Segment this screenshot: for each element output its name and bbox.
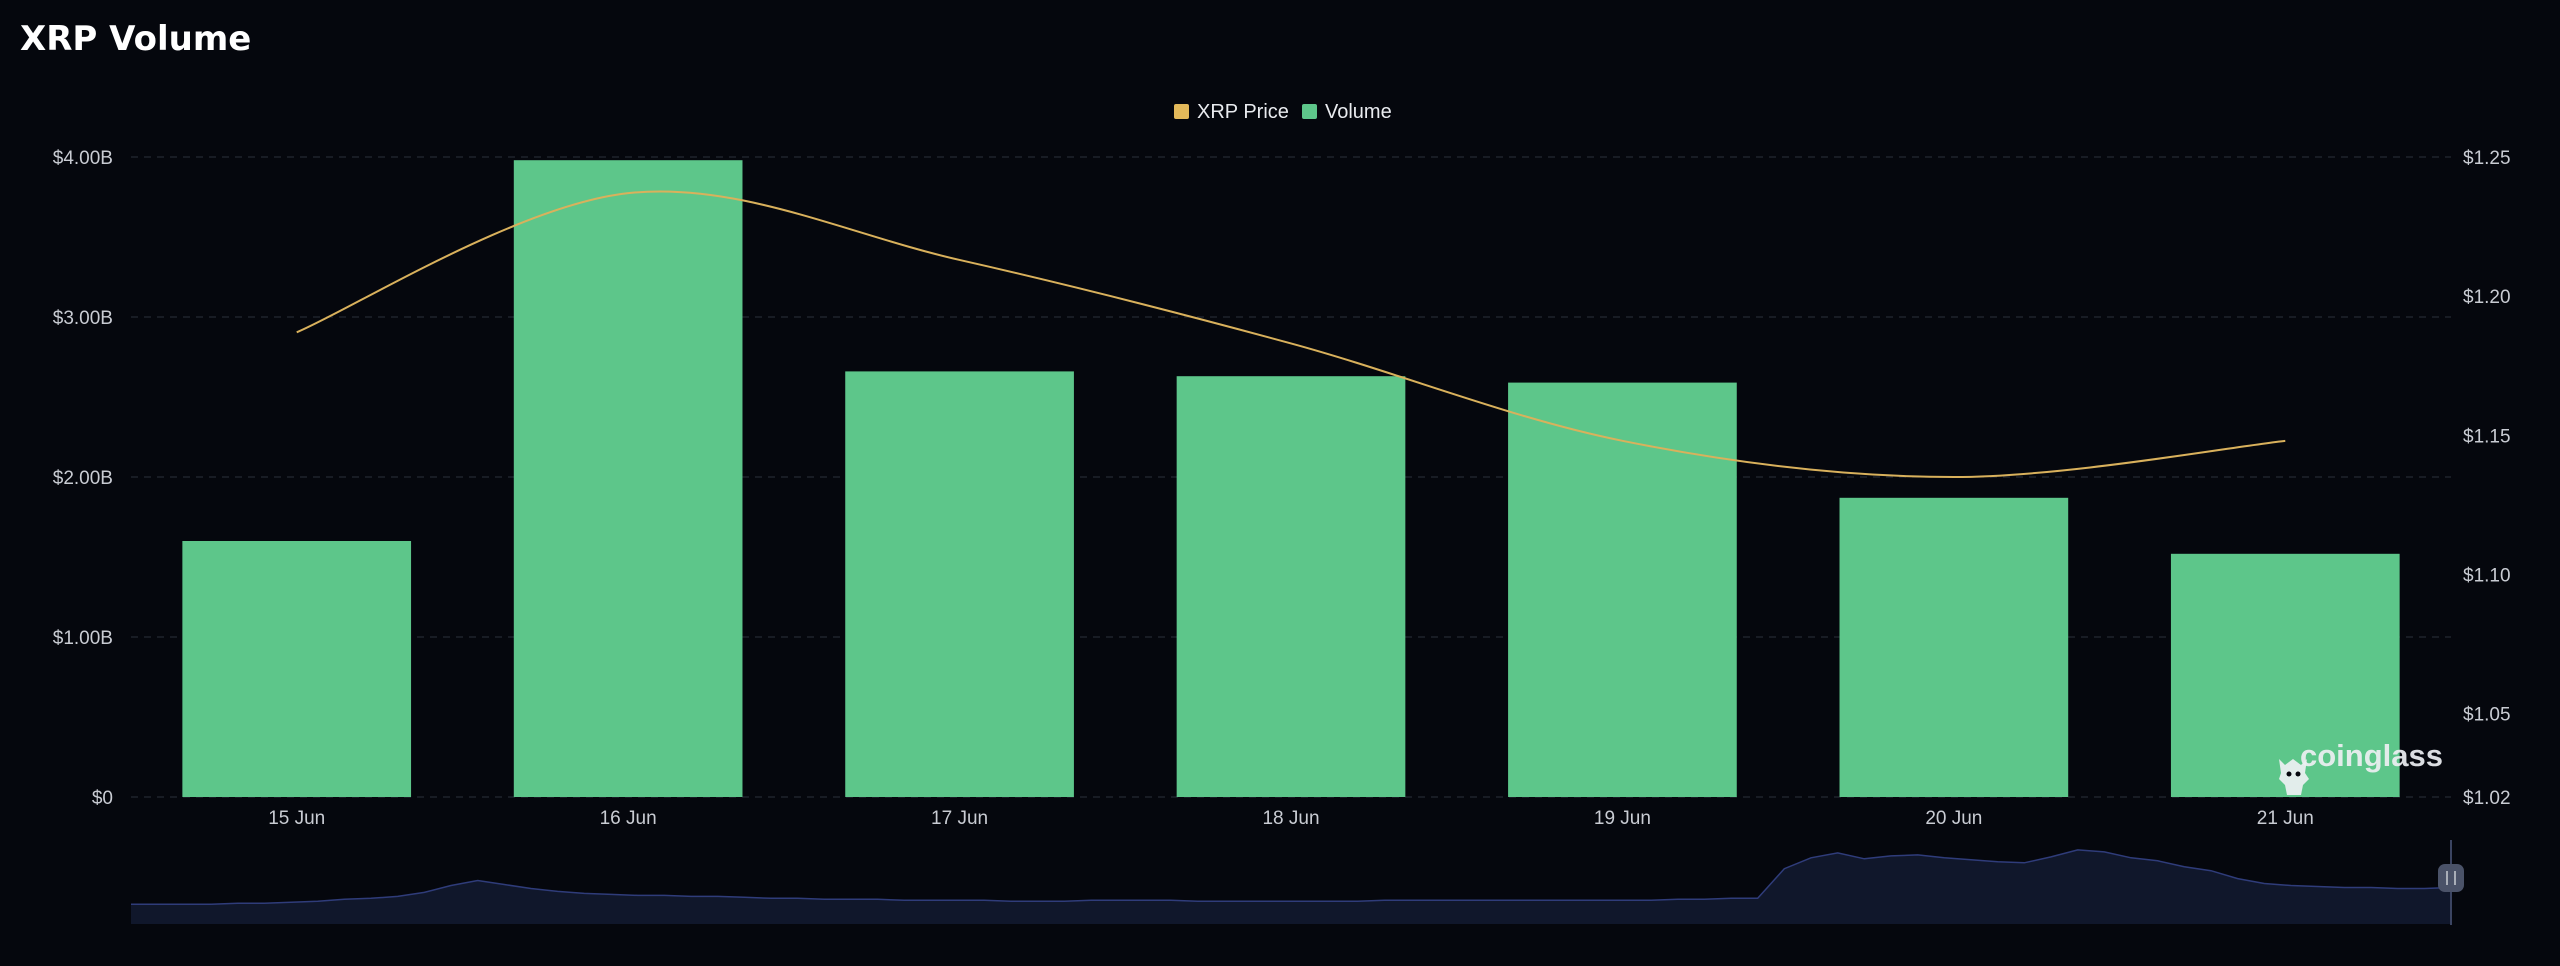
- volume-bar[interactable]: [182, 541, 412, 797]
- right-axis-tick-label: $1.10: [2463, 565, 2511, 586]
- chart-title: XRP Volume: [20, 19, 251, 59]
- legend-label-xrp-price: XRP Price: [1197, 101, 1289, 123]
- right-y-axis: $1.02 $1.05 $1.10 $1.15 $1.20 $1.25: [2463, 148, 2511, 809]
- volume-bar[interactable]: [1508, 382, 1737, 797]
- range-navigator[interactable]: [131, 840, 2464, 925]
- legend[interactable]: XRP Price Volume: [1174, 101, 1392, 123]
- right-axis-tick-label: $1.02: [2463, 788, 2511, 809]
- navigator-right-handle[interactable]: [2438, 840, 2464, 925]
- left-axis-tick-label: $2.00B: [53, 468, 113, 489]
- x-axis-tick-label: 16 Jun: [600, 808, 657, 829]
- right-axis-tick-label: $1.25: [2463, 148, 2511, 169]
- left-axis-tick-label: $4.00B: [53, 148, 113, 169]
- volume-bar[interactable]: [845, 371, 1074, 797]
- xrp-price-line[interactable]: [296, 190, 2286, 479]
- volume-bar[interactable]: [1176, 376, 1406, 797]
- x-axis-tick-label: 18 Jun: [1262, 808, 1319, 829]
- legend-swatch-xrp-price: [1174, 104, 1189, 119]
- legend-swatch-volume: [1302, 104, 1317, 119]
- legend-item-xrp-price[interactable]: XRP Price: [1174, 101, 1289, 123]
- coinglass-logo-icon: [2279, 759, 2309, 795]
- x-axis-tick-label: 21 Jun: [2257, 808, 2314, 829]
- x-axis-tick-label: 17 Jun: [931, 808, 988, 829]
- volume-bars: [182, 160, 2400, 797]
- legend-item-volume[interactable]: Volume: [1302, 101, 1392, 123]
- navigator-line: [131, 849, 2452, 906]
- volume-bar[interactable]: [513, 160, 743, 797]
- right-axis-tick-label: $1.05: [2463, 705, 2511, 726]
- legend-label-volume: Volume: [1325, 101, 1392, 123]
- right-axis-tick-label: $1.20: [2463, 287, 2511, 308]
- left-y-axis: $0 $1.00B $2.00B $3.00B $4.00B: [53, 148, 113, 809]
- x-axis: 15 Jun 16 Jun 17 Jun 18 Jun 19 Jun 20 Jun 21 J…: [268, 808, 2314, 829]
- left-axis-tick-label: $1.00B: [53, 628, 113, 649]
- price-line: [296, 190, 2286, 479]
- watermark-text: coinglass: [2300, 738, 2443, 773]
- x-axis-tick-label: 15 Jun: [268, 808, 325, 829]
- navigator-handle-grip[interactable]: [2438, 864, 2464, 892]
- volume-bar[interactable]: [2170, 553, 2400, 797]
- left-axis-tick-label: $0: [92, 788, 113, 809]
- navigator-area: [131, 849, 2451, 924]
- watermark: coinglass: [2279, 738, 2443, 795]
- right-axis-tick-label: $1.15: [2463, 426, 2511, 447]
- x-axis-tick-label: 19 Jun: [1594, 808, 1651, 829]
- volume-bar[interactable]: [1839, 497, 2069, 797]
- x-axis-tick-label: 20 Jun: [1925, 808, 1982, 829]
- left-axis-tick-label: $3.00B: [53, 308, 113, 329]
